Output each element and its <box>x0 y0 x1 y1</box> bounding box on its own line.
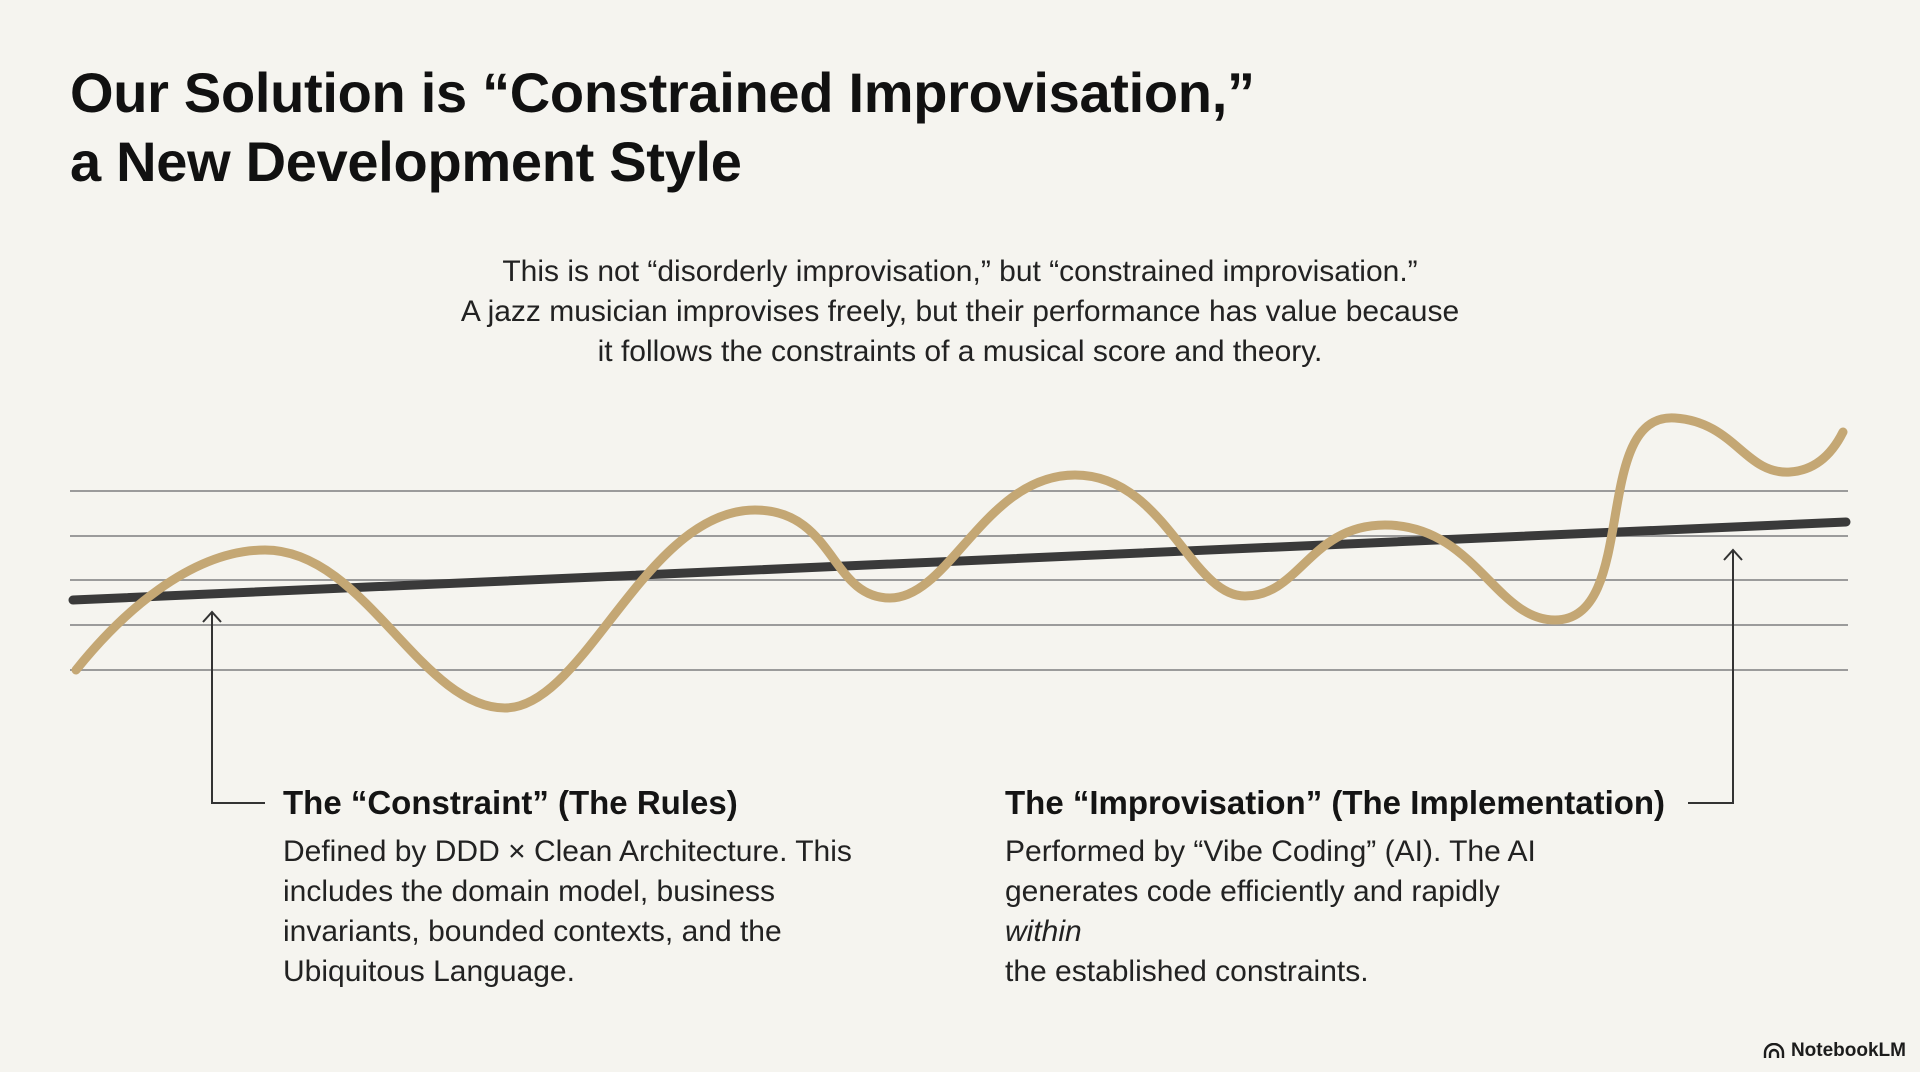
constraint-pointer <box>202 610 265 804</box>
intro-paragraph: This is not “disorderly improvisation,” … <box>320 252 1600 372</box>
title-line-2: a New Development Style <box>70 130 742 193</box>
intro-line-2: A jazz musician improvises freely, but t… <box>460 295 1460 328</box>
constraint-line-2: includes the domain model, business <box>283 875 775 908</box>
constraint-pointer-arrowhead <box>202 610 222 623</box>
notebooklm-branding: NotebookLM <box>1763 1040 1906 1062</box>
notebooklm-label: NotebookLM <box>1790 1040 1906 1061</box>
constraint-block: The “Constraint” (The Rules) Defined by … <box>283 782 923 992</box>
improvisation-heading: The “Improvisation” (The Implementation) <box>1005 784 1666 821</box>
improvisation-line-1: Performed by “Vibe Coding” (AI). The AI <box>1005 835 1536 868</box>
constraint-heading: The “Constraint” (The Rules) <box>283 784 738 821</box>
constraint-description: Defined by DDD × Clean Architecture. Thi… <box>283 832 923 992</box>
notebooklm-logo-icon <box>1763 1043 1785 1058</box>
improvisation-line-2: generates code efficiently and rapidly w… <box>1005 872 1705 952</box>
improvisation-emphasis: within <box>1005 915 1082 948</box>
constraint-line-4: Ubiquitous Language. <box>283 955 575 988</box>
improvisation-pointer-line <box>1688 550 1734 804</box>
constraint-pointer-line <box>211 612 265 804</box>
improvisation-block: The “Improvisation” (The Implementation)… <box>1005 782 1705 992</box>
improvisation-pointer-arrowhead <box>1723 548 1743 561</box>
constraint-line-3: invariants, bounded contexts, and the <box>283 915 782 948</box>
improvisation-line-3: the established constraints. <box>1005 955 1369 988</box>
improvisation-pointer <box>1688 548 1743 804</box>
improvisation-description: Performed by “Vibe Coding” (AI). The AI … <box>1005 832 1705 992</box>
constraint-line <box>68 517 1851 605</box>
intro-line-1: This is not “disorderly improvisation,” … <box>502 255 1418 288</box>
improvisation-line-2-text: generates code efficiently and rapidly <box>1005 875 1500 908</box>
intro-line-3: it follows the constraints of a musical … <box>597 335 1323 368</box>
title-line-1: Our Solution is “Constrained Improvisati… <box>70 61 1255 124</box>
constraint-line-1: Defined by DDD × Clean Architecture. Thi… <box>283 835 852 868</box>
slide-title: Our Solution is “Constrained Improvisati… <box>70 58 1255 196</box>
improvisation-wave <box>71 413 1848 713</box>
